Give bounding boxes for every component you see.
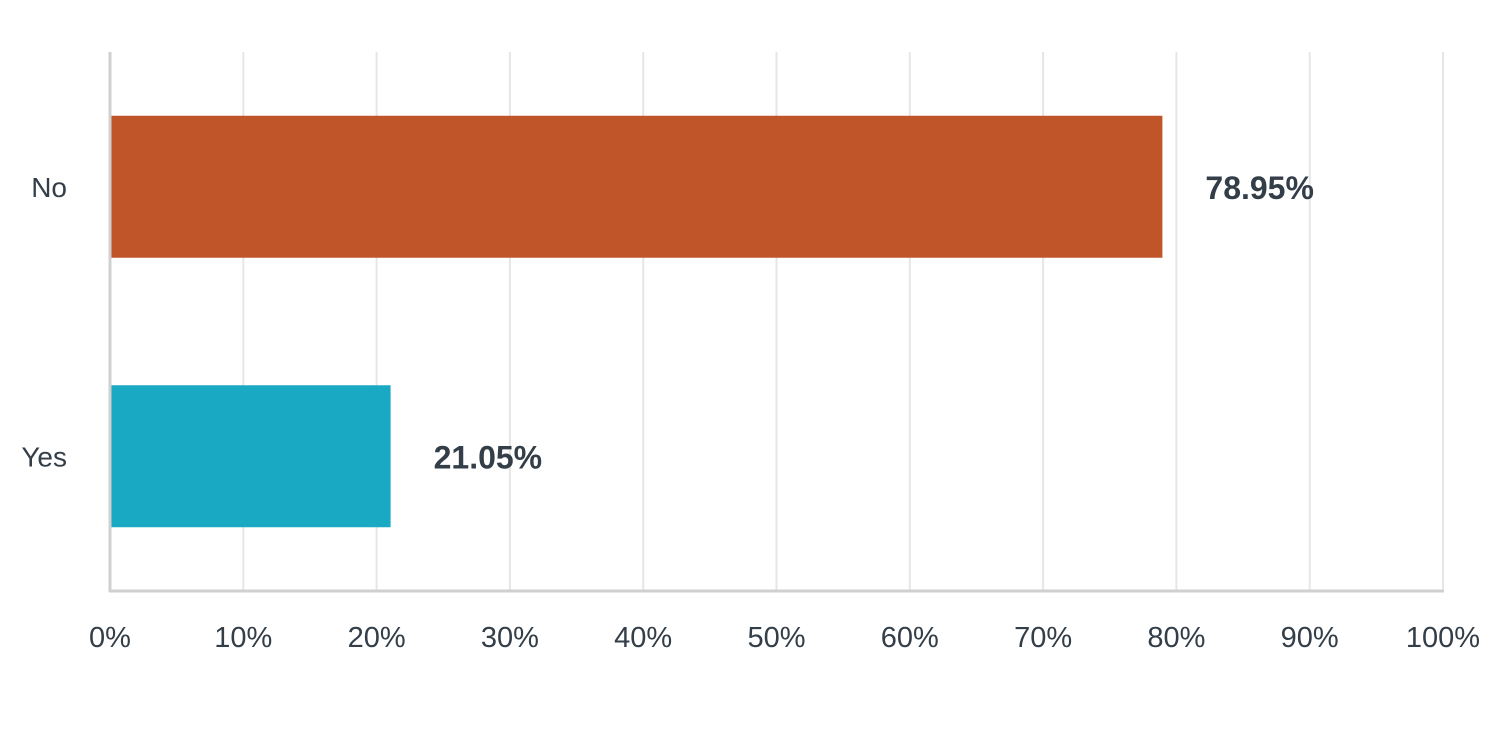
x-tick-label: 0%	[89, 622, 131, 654]
category-label: Yes	[21, 441, 67, 472]
bar-no	[110, 115, 1163, 258]
x-tick-label: 40%	[614, 622, 672, 654]
x-tick-label: 70%	[1014, 622, 1072, 654]
x-tick-label: 50%	[747, 622, 805, 654]
x-tick-label: 100%	[1406, 622, 1480, 654]
x-tick-label: 90%	[1281, 622, 1339, 654]
axes	[108, 52, 1444, 593]
x-tick-label: 80%	[1147, 622, 1205, 654]
x-tick-label: 60%	[881, 622, 939, 654]
bar-yes	[110, 385, 391, 528]
x-tick-label: 30%	[481, 622, 539, 654]
data-label: 78.95%	[1205, 170, 1314, 206]
x-tick-label: 10%	[214, 622, 272, 654]
x-tick-label: 20%	[348, 622, 406, 654]
category-label: No	[31, 172, 67, 203]
bars	[110, 115, 1163, 528]
data-label: 21.05%	[434, 439, 543, 475]
labels: 0% 10% 20% 30% 40% 50% 60% 70% 80% 90% 100% No 78.95…	[21, 170, 1480, 654]
